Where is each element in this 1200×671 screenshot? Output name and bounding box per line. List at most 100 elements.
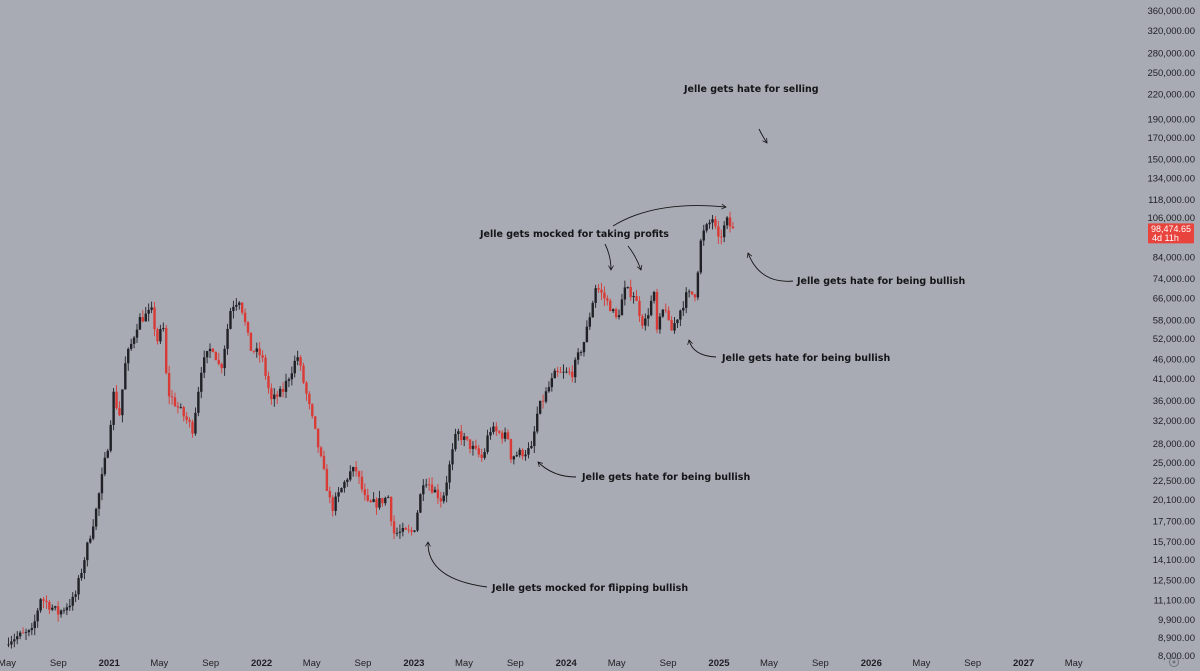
candle <box>536 406 539 434</box>
candle <box>457 428 460 441</box>
candle <box>311 403 314 419</box>
candle <box>115 385 118 410</box>
candle <box>202 350 206 379</box>
candle <box>77 575 80 600</box>
annotation-arrow <box>746 252 794 282</box>
candle <box>325 464 329 492</box>
candle <box>337 487 340 503</box>
x-axis[interactable]: May Sep 2021 May Sep 2022 May Sep 2023 May Sep 2024… <box>0 658 1083 669</box>
candle <box>211 347 215 353</box>
candle <box>91 519 95 541</box>
candle <box>281 382 285 398</box>
candle <box>89 535 92 544</box>
candle <box>129 338 133 351</box>
y-tick-label: 14,100.00 <box>1153 555 1195 566</box>
candle <box>83 557 86 580</box>
annotation-label: Jelle gets mocked for taking profits <box>479 229 669 240</box>
candle <box>480 448 483 462</box>
candle <box>629 279 632 301</box>
candle <box>509 438 513 464</box>
x-tick-label: May <box>303 658 321 669</box>
x-tick-label: 2022 <box>251 658 272 669</box>
annotation-arrow <box>612 203 727 227</box>
y-tick-label: 250,000.00 <box>1147 68 1195 79</box>
candle <box>185 412 188 424</box>
current-price-label: 98,474.65 4d 11h <box>1148 223 1194 244</box>
y-tick-label: 134,000.00 <box>1147 174 1195 185</box>
candle <box>249 332 253 352</box>
y-tick-label: 9,900.00 <box>1158 615 1195 626</box>
y-tick-label: 12,500.00 <box>1153 576 1195 587</box>
candle <box>708 219 711 229</box>
candle <box>24 628 28 641</box>
candle <box>54 605 57 611</box>
candle <box>524 450 527 461</box>
x-tick-label: Sep <box>660 658 677 669</box>
candle <box>267 371 270 394</box>
candle <box>451 443 454 471</box>
candle <box>392 515 396 540</box>
candle <box>632 292 635 304</box>
candle <box>679 309 682 327</box>
candle <box>530 440 533 449</box>
candle <box>693 293 697 302</box>
candle <box>422 479 425 502</box>
current-price-countdown: 4d 11h <box>1152 233 1179 243</box>
candle <box>366 488 369 503</box>
candle <box>477 444 480 458</box>
candle <box>506 429 510 440</box>
candle <box>533 425 536 453</box>
annotation-label: Jelle gets hate for being bullish <box>796 276 965 287</box>
y-tick-label: 32,000.00 <box>1153 416 1195 427</box>
candle <box>340 487 343 493</box>
candle <box>600 282 603 300</box>
x-tick-label: May <box>912 658 930 669</box>
candle <box>18 630 22 640</box>
candle <box>293 355 296 378</box>
candle <box>638 296 641 322</box>
annotation-arrow <box>687 339 717 358</box>
candle <box>711 215 714 230</box>
candle <box>153 301 156 337</box>
candle <box>404 526 407 530</box>
candle <box>676 319 679 328</box>
candle <box>398 524 402 539</box>
candle <box>635 290 638 301</box>
y-tick-label: 11,100.00 <box>1153 596 1195 607</box>
y-tick-label: 170,000.00 <box>1147 133 1195 144</box>
candle <box>512 455 516 465</box>
candle <box>430 477 434 494</box>
candle <box>284 373 288 398</box>
candle <box>559 366 562 373</box>
x-tick-label: Sep <box>202 658 219 669</box>
candle <box>538 400 542 415</box>
candle <box>483 448 486 460</box>
candle <box>27 629 31 637</box>
candle <box>673 316 676 334</box>
candle <box>664 303 667 314</box>
y-axis[interactable]: 360,000.00 320,000.00 280,000.00 250,000.00… <box>1147 6 1195 662</box>
candle <box>515 451 518 458</box>
candle <box>699 238 703 275</box>
candle <box>360 470 364 493</box>
settings-icon[interactable] <box>1169 657 1179 667</box>
candle <box>395 527 399 537</box>
candle <box>410 527 413 536</box>
annotation-label: Jelle gets hate for being bullish <box>581 472 750 483</box>
candle <box>261 350 264 363</box>
candle <box>308 391 311 410</box>
candle <box>658 313 662 334</box>
candle <box>56 601 60 622</box>
candle <box>68 598 72 611</box>
candle <box>208 343 212 359</box>
candle <box>100 467 104 501</box>
candle <box>617 309 621 320</box>
annotation-arrow <box>425 541 488 588</box>
candle <box>614 307 618 320</box>
candle <box>334 492 337 516</box>
candle <box>144 306 147 322</box>
candle <box>541 394 545 409</box>
candle <box>568 367 571 376</box>
candle <box>290 366 294 386</box>
